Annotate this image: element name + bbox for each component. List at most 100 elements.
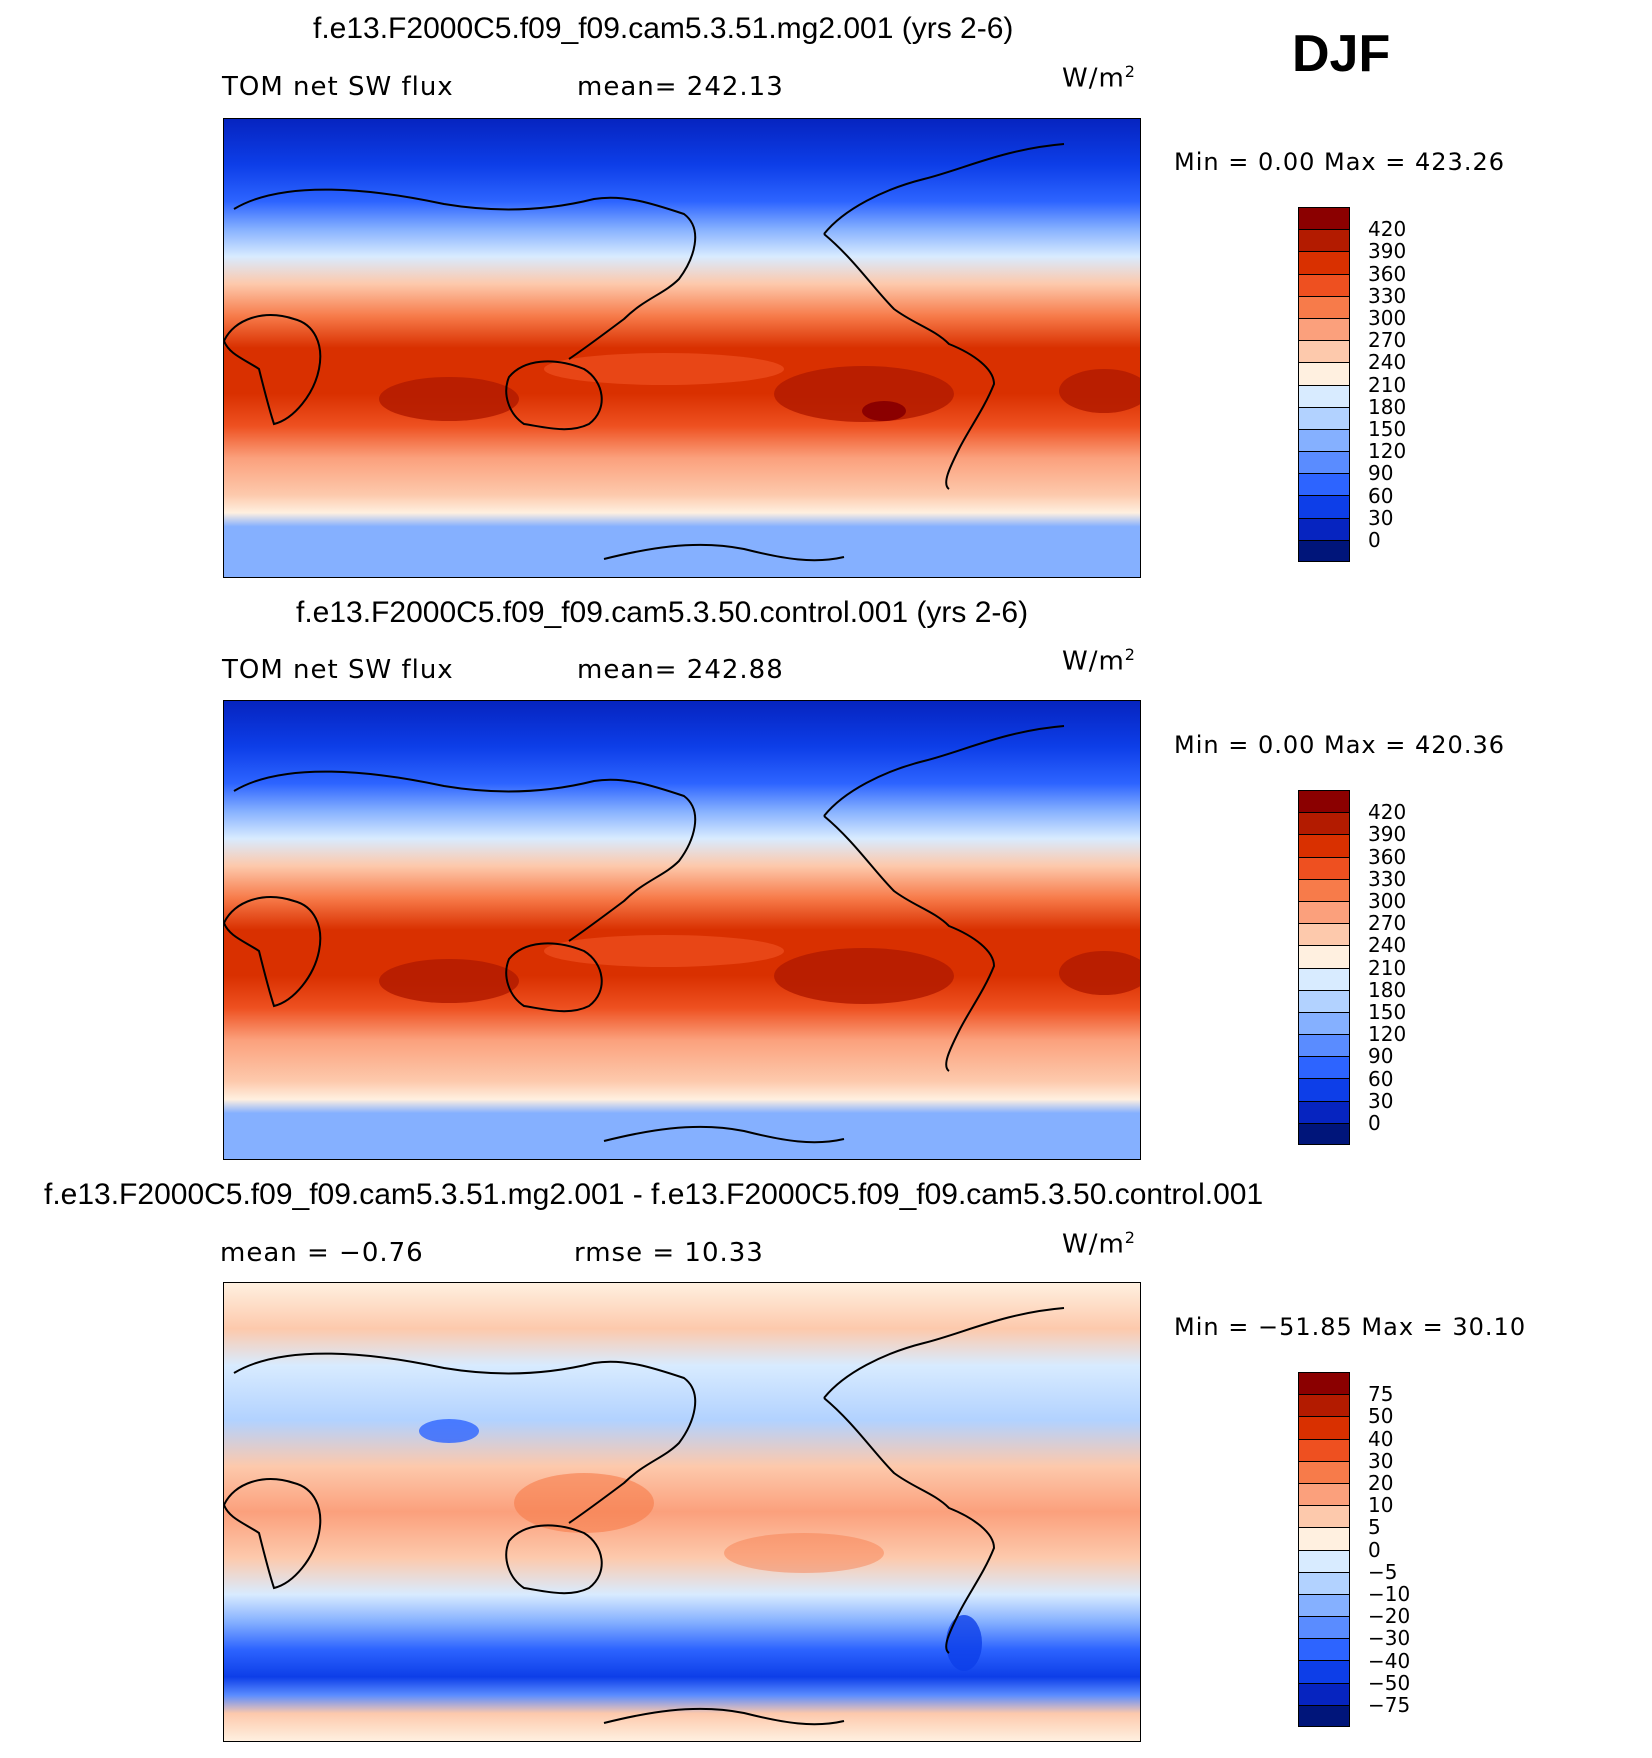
colorbar-box [1298, 428, 1350, 452]
colorbar-label: 420 [1368, 217, 1407, 242]
panel-2-mean-label: mean= 242.88 [577, 655, 784, 685]
colorbar-box [1298, 1394, 1350, 1417]
colorbar-box [1298, 207, 1350, 230]
colorbar-box [1298, 384, 1350, 407]
panel-3-map [223, 1282, 1141, 1742]
colorbar-box [1298, 362, 1350, 385]
colorbar-label: 120 [1368, 439, 1407, 464]
colorbar-label: 50 [1368, 1404, 1394, 1429]
colorbar-label: 40 [1368, 1426, 1394, 1451]
colorbar-label: 420 [1368, 800, 1407, 825]
colorbar-box [1298, 1638, 1350, 1661]
colorbar-label: 75 [1368, 1382, 1394, 1407]
colorbar-box [1298, 273, 1350, 296]
colorbar-box [1298, 473, 1350, 496]
colorbar-label: −20 [1368, 1604, 1411, 1629]
colorbar-label: 270 [1368, 911, 1407, 936]
colorbar-box [1298, 406, 1350, 429]
colorbar-label: 60 [1368, 483, 1394, 508]
colorbar-label: 330 [1368, 283, 1407, 308]
colorbar-label: 30 [1368, 505, 1394, 530]
colorbar-box [1298, 1034, 1350, 1057]
colorbar-label: 20 [1368, 1471, 1394, 1495]
colorbar-label: 90 [1368, 1044, 1394, 1069]
colorbar-label: 240 [1368, 350, 1407, 375]
panel-1-mean-label: mean= 242.13 [577, 72, 784, 102]
colorbar-box [1298, 1416, 1350, 1439]
colorbar-label: 180 [1368, 394, 1407, 419]
colorbar-box [1298, 1571, 1350, 1594]
colorbar-box [1298, 1056, 1350, 1079]
colorbar-label: 0 [1368, 1111, 1381, 1135]
colorbar-label: 150 [1368, 1000, 1407, 1024]
colorbar-box [1298, 539, 1350, 562]
colorbar-box [1298, 1549, 1350, 1572]
colorbar-box [1298, 517, 1350, 540]
colorbar-label: −5 [1368, 1559, 1398, 1584]
colorbar-box [1298, 1438, 1350, 1461]
colorbar-label: 30 [1368, 1448, 1394, 1473]
colorbar-box [1298, 1593, 1350, 1617]
panel-2-variable-label: TOM net SW flux [222, 655, 454, 685]
panel-2-minmax: Min = 0.00 Max = 420.36 [1174, 731, 1505, 759]
panel-2-map-plot [224, 701, 1140, 1159]
colorbar-label: 5 [1368, 1515, 1381, 1540]
colorbar-box [1298, 790, 1350, 813]
panel-2-colorbar [1298, 790, 1350, 1145]
panel-3-colorbar [1298, 1372, 1350, 1727]
colorbar-box [1298, 317, 1350, 341]
panel-1-minmax: Min = 0.00 Max = 423.26 [1174, 148, 1505, 176]
colorbar-box [1298, 878, 1350, 901]
colorbar-box [1298, 1482, 1350, 1506]
panel-1-map [223, 118, 1141, 578]
panel-1-title: f.e13.F2000C5.f09_f09.cam5.3.51.mg2.001 … [313, 12, 1014, 45]
colorbar-label: −50 [1368, 1670, 1411, 1695]
colorbar-label: 390 [1368, 822, 1407, 847]
colorbar-label: 300 [1368, 889, 1407, 913]
colorbar-box [1298, 856, 1350, 879]
colorbar-box [1298, 923, 1350, 946]
panel-3-map-plot [224, 1283, 1140, 1741]
panel-1-colorbar [1298, 207, 1350, 562]
panel-1-units: W/m2 [1062, 62, 1136, 94]
colorbar-box [1298, 900, 1350, 924]
panel-2-title: f.e13.F2000C5.f09_f09.cam5.3.50.control.… [296, 596, 1029, 629]
colorbar-label: 10 [1368, 1493, 1394, 1518]
colorbar-label: 0 [1368, 528, 1381, 552]
colorbar-label: −10 [1368, 1582, 1411, 1606]
season-label: DJF [1292, 25, 1391, 83]
panel-2-units: W/m2 [1062, 645, 1136, 677]
colorbar-label: −40 [1368, 1648, 1411, 1673]
colorbar-label: 210 [1368, 955, 1407, 980]
colorbar-box [1298, 989, 1350, 1012]
colorbar-label: 300 [1368, 306, 1407, 330]
colorbar-label: 360 [1368, 261, 1407, 286]
colorbar-box [1298, 1372, 1350, 1395]
colorbar-box [1298, 340, 1350, 363]
colorbar-box [1298, 451, 1350, 474]
colorbar-label: 30 [1368, 1088, 1394, 1113]
panel-1-map-plot [224, 119, 1140, 577]
panel-2-map [223, 700, 1141, 1160]
colorbar-box [1298, 1704, 1350, 1727]
panel-1-variable-label: TOM net SW flux [222, 72, 454, 102]
colorbar-label: 90 [1368, 461, 1394, 486]
colorbar-box [1298, 229, 1350, 252]
colorbar-box [1298, 295, 1350, 318]
colorbar-label: 240 [1368, 933, 1407, 958]
colorbar-box [1298, 967, 1350, 990]
colorbar-box [1298, 1682, 1350, 1705]
colorbar-label: 0 [1368, 1537, 1381, 1562]
colorbar-box [1298, 1122, 1350, 1145]
panel-3-rmse-label: rmse = 10.33 [574, 1238, 764, 1268]
colorbar-label: 210 [1368, 372, 1407, 397]
colorbar-label: −75 [1368, 1693, 1411, 1717]
panel-3-title: f.e13.F2000C5.f09_f09.cam5.3.51.mg2.001 … [44, 1178, 1264, 1211]
colorbar-box [1298, 945, 1350, 968]
colorbar-box [1298, 834, 1350, 857]
colorbar-box [1298, 1460, 1350, 1483]
colorbar-label: −30 [1368, 1626, 1411, 1651]
colorbar-label: 120 [1368, 1022, 1407, 1047]
colorbar-box [1298, 1078, 1350, 1101]
colorbar-box [1298, 1505, 1350, 1528]
